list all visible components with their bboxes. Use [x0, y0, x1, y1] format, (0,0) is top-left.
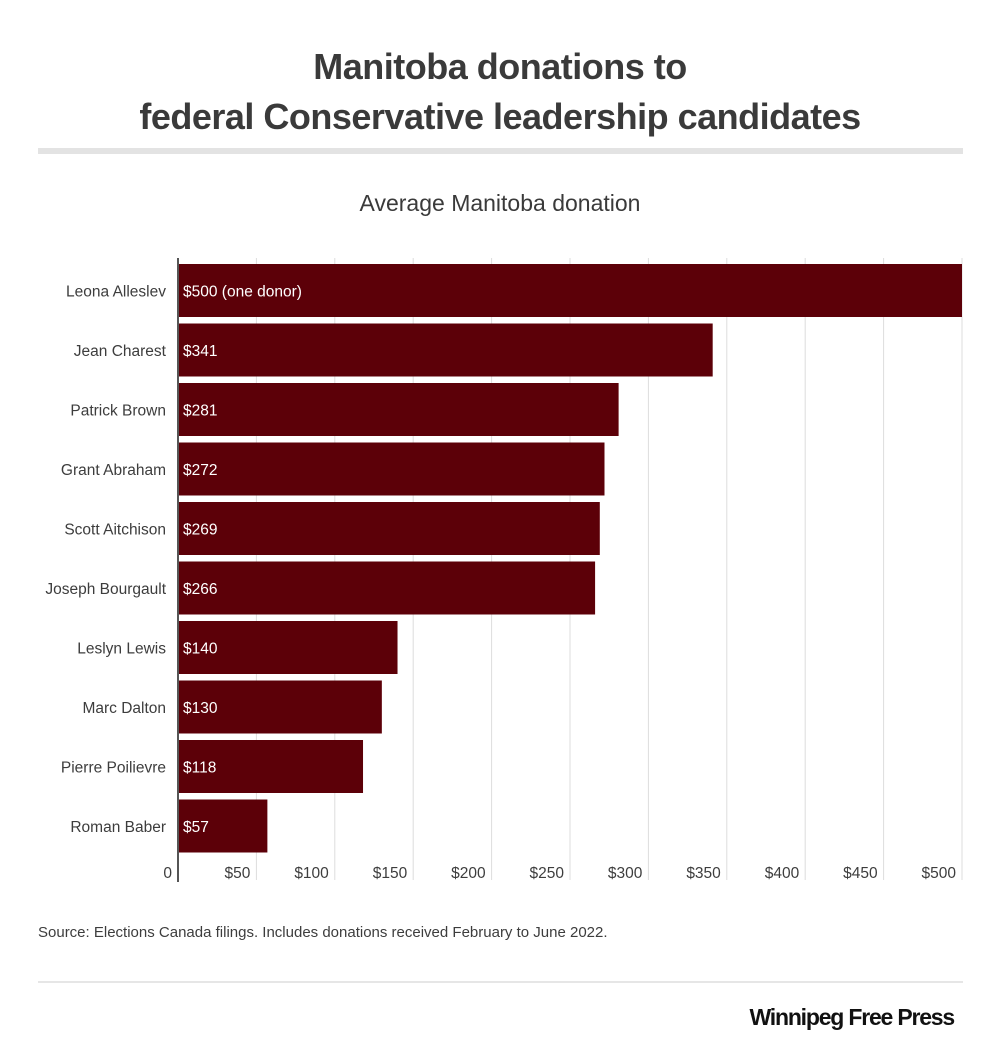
- bar: [178, 383, 619, 436]
- x-tick-label: $400: [765, 865, 800, 882]
- category-label: Marc Dalton: [82, 700, 166, 717]
- category-label: Leslyn Lewis: [77, 641, 166, 658]
- x-tick-label: $100: [294, 865, 329, 882]
- bar: [178, 799, 268, 853]
- chart-title: Manitoba donations to federal Conservati…: [0, 42, 1000, 142]
- bar: [178, 502, 600, 555]
- category-labels: Leona Alleslev Jean Charest Patrick Brown G…: [45, 284, 166, 837]
- bar: [178, 680, 382, 734]
- value-label: $341: [183, 343, 217, 360]
- x-tick-label: $300: [608, 865, 643, 882]
- x-tick-label: $50: [225, 865, 251, 882]
- value-label: $266: [183, 581, 217, 598]
- bar: [178, 442, 605, 496]
- category-label: Pierre Poilievre: [61, 760, 166, 777]
- value-label: $272: [183, 462, 217, 479]
- category-label: Scott Aitchison: [64, 522, 166, 539]
- value-label: $118: [183, 760, 216, 777]
- x-tick-label: 0: [163, 865, 172, 882]
- value-labels: $500 (one donor) $341 $281 $272 $269 $266 $140…: [183, 284, 302, 837]
- x-tick-label: $500: [922, 865, 957, 882]
- chart-title-line-1: Manitoba donations to: [313, 46, 687, 87]
- category-label: Grant Abraham: [61, 462, 166, 479]
- bars: [178, 264, 962, 853]
- x-tick-label: $350: [686, 865, 721, 882]
- bar: [178, 621, 398, 674]
- brand-logo: Winnipeg Free Press: [749, 1004, 955, 1030]
- category-label: Leona Alleslev: [66, 284, 166, 301]
- bar: [178, 740, 364, 793]
- x-tick-label: $250: [530, 865, 565, 882]
- chart-subtitle: Average Manitoba donation: [359, 190, 641, 216]
- chart-title-line-2: federal Conservative leadership candidat…: [139, 96, 861, 137]
- x-tick-label: $150: [373, 865, 408, 882]
- x-axis-ticks: 0 $50 $100 $150 $200 $250 $300 $350 $400 $450 $500: [163, 865, 956, 882]
- value-label: $500 (one donor): [183, 284, 302, 301]
- x-tick-label: $450: [843, 865, 878, 882]
- source-note: Source: Elections Canada filings. Includ…: [38, 924, 608, 941]
- bar-chart: Leona Alleslev Jean Charest Patrick Brown G…: [45, 258, 963, 882]
- category-label: Patrick Brown: [70, 403, 166, 420]
- bar: [178, 264, 962, 317]
- bar: [178, 561, 596, 615]
- category-label: Jean Charest: [74, 343, 167, 360]
- value-label: $140: [183, 641, 218, 658]
- value-label: $130: [183, 700, 218, 717]
- bar: [178, 323, 713, 377]
- value-label: $281: [183, 403, 217, 420]
- x-tick-label: $200: [451, 865, 486, 882]
- category-label: Joseph Bourgault: [45, 581, 166, 598]
- category-label: Roman Baber: [70, 819, 166, 836]
- title-divider: [38, 148, 963, 154]
- footer-divider: [38, 981, 963, 983]
- value-label: $57: [183, 819, 209, 836]
- value-label: $269: [183, 522, 217, 539]
